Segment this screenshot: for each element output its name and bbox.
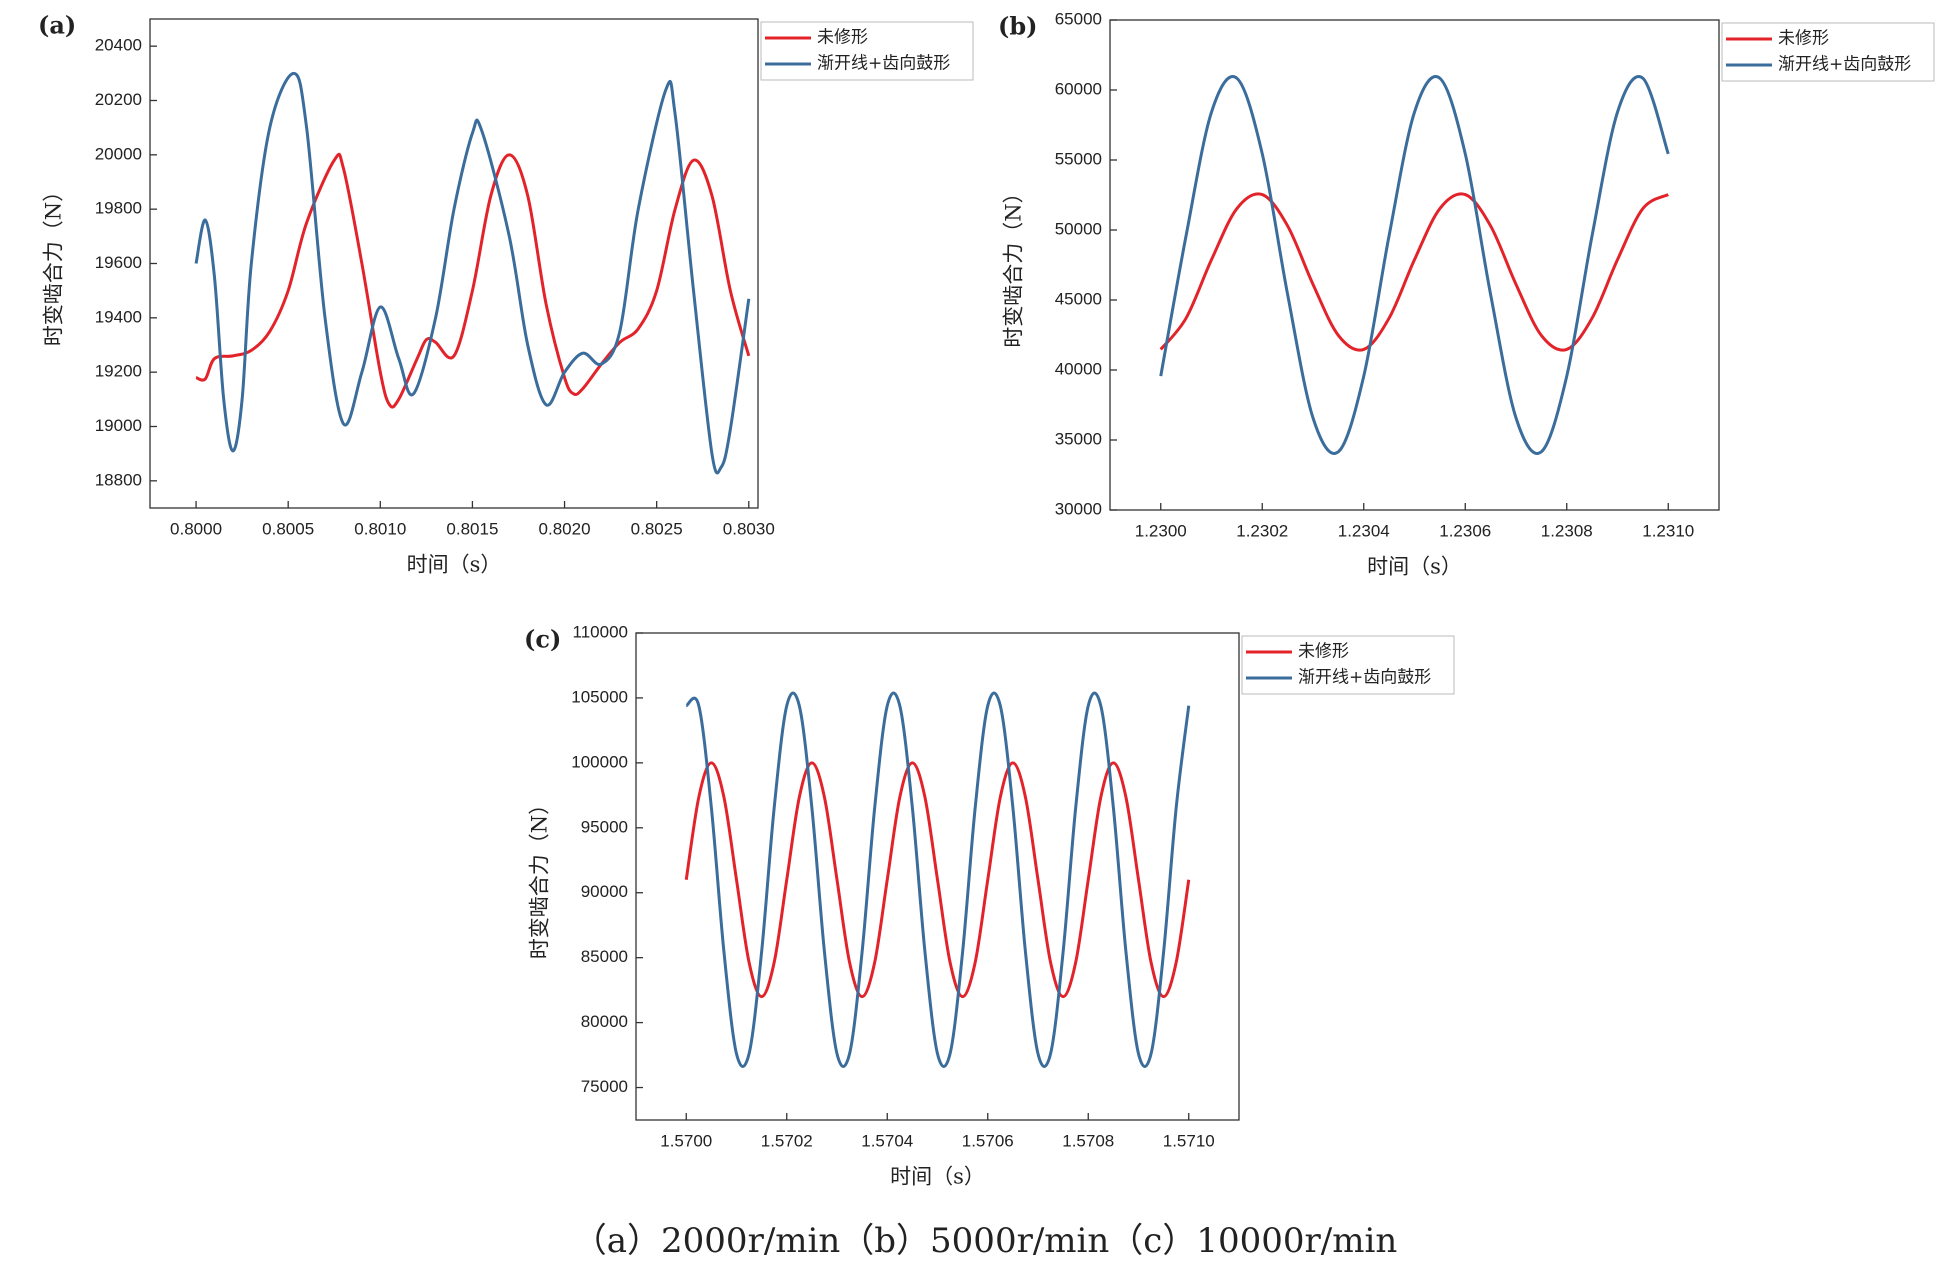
x-axis-title: 时间（s）	[407, 553, 502, 577]
x-tick-label: 1.5710	[1163, 1131, 1215, 1150]
legend-label: 未修形	[817, 28, 868, 48]
legend-box	[1241, 635, 1455, 695]
plot-frame	[1109, 19, 1720, 511]
y-tick-label: 19200	[95, 362, 142, 381]
line-series	[684, 761, 1191, 999]
x-tick-label: 0.8025	[631, 519, 683, 538]
plot-frame	[149, 18, 759, 509]
x-tick-label: 0.8020	[539, 519, 591, 538]
x-tick-label: 1.2306	[1439, 521, 1491, 540]
legend-label: 未修形	[1298, 642, 1349, 662]
legend-box	[760, 21, 974, 81]
x-tick-label: 1.5704	[861, 1131, 913, 1150]
y-tick-label: 19400	[95, 307, 142, 326]
x-tick-label: 1.2308	[1541, 521, 1593, 540]
y-tick-label: 75000	[581, 1077, 628, 1096]
chart: 1.2300 1.2302 1.2304 1.2306 1.2308 1.2310 3000…	[998, 9, 1935, 579]
y-axis-title: 时变啮合力（N）	[42, 181, 66, 346]
legend-label: 未修形	[1778, 29, 1829, 49]
x-tick-label: 1.5700	[660, 1131, 712, 1150]
y-tick-label: 65000	[1055, 9, 1102, 28]
y-tick-label: 95000	[581, 817, 628, 836]
x-tick-label: 1.5702	[761, 1131, 813, 1150]
y-tick-label: 45000	[1055, 289, 1102, 308]
y-tick-label: 30000	[1055, 499, 1102, 518]
panel-label: (a)	[38, 11, 76, 40]
y-tick-label: 35000	[1055, 429, 1102, 448]
x-tick-label: 1.2302	[1236, 521, 1288, 540]
legend-box	[1721, 22, 1935, 82]
y-tick-label: 110000	[573, 622, 628, 641]
plot-frame	[635, 632, 1240, 1121]
y-axis-title: 时变啮合力（N）	[528, 794, 552, 959]
x-tick-label: 0.8005	[262, 519, 314, 538]
y-tick-label: 105000	[571, 687, 628, 706]
y-tick-label: 50000	[1055, 219, 1102, 238]
chart: 0.8000 0.8005 0.8010 0.8015 0.8020 0.8025 0.80…	[38, 11, 974, 577]
y-tick-label: 85000	[581, 947, 628, 966]
legend-label: 渐开线+齿向鼓形	[1298, 668, 1431, 688]
line-series	[1159, 192, 1669, 352]
y-tick-label: 18800	[95, 470, 142, 489]
caption: （a）2000r/min（b）5000r/min（c）10000r/min	[573, 1221, 1397, 1261]
x-tick-label: 0.8030	[723, 519, 775, 538]
y-tick-label: 80000	[581, 1012, 628, 1031]
line-series	[195, 152, 751, 409]
y-tick-label: 90000	[581, 882, 628, 901]
x-tick-label: 1.5706	[962, 1131, 1014, 1150]
x-tick-label: 0.8000	[170, 519, 222, 538]
y-tick-label: 100000	[571, 752, 628, 771]
legend-label: 渐开线+齿向鼓形	[1778, 55, 1911, 75]
y-tick-label: 55000	[1055, 149, 1102, 168]
x-tick-label: 1.2310	[1642, 521, 1694, 540]
x-tick-label: 1.5708	[1062, 1131, 1114, 1150]
x-axis-title: 时间（s）	[1367, 555, 1462, 579]
x-axis-title: 时间（s）	[890, 1165, 985, 1189]
legend-label: 渐开线+齿向鼓形	[817, 54, 950, 74]
y-tick-label: 20400	[95, 36, 142, 55]
y-tick-label: 19600	[95, 253, 142, 272]
panel-label: (b)	[998, 12, 1038, 41]
line-series	[685, 691, 1191, 1069]
y-axis-title: 时变啮合力（N）	[1002, 182, 1026, 347]
y-tick-label: 19000	[95, 416, 142, 435]
line-series	[1159, 75, 1670, 455]
x-tick-label: 1.2304	[1338, 521, 1390, 540]
y-tick-label: 20200	[95, 90, 142, 109]
y-tick-label: 20000	[95, 144, 142, 163]
y-tick-label: 40000	[1055, 359, 1102, 378]
x-tick-label: 0.8010	[354, 519, 406, 538]
chart: 1.5700 1.5702 1.5704 1.5706 1.5708 1.5710 7500…	[524, 622, 1455, 1189]
y-tick-label: 60000	[1055, 79, 1102, 98]
line-series	[194, 71, 751, 475]
panel-label: (c)	[524, 625, 561, 654]
x-tick-label: 0.8015	[446, 519, 498, 538]
y-tick-label: 19800	[95, 199, 142, 218]
x-tick-label: 1.2300	[1135, 521, 1187, 540]
